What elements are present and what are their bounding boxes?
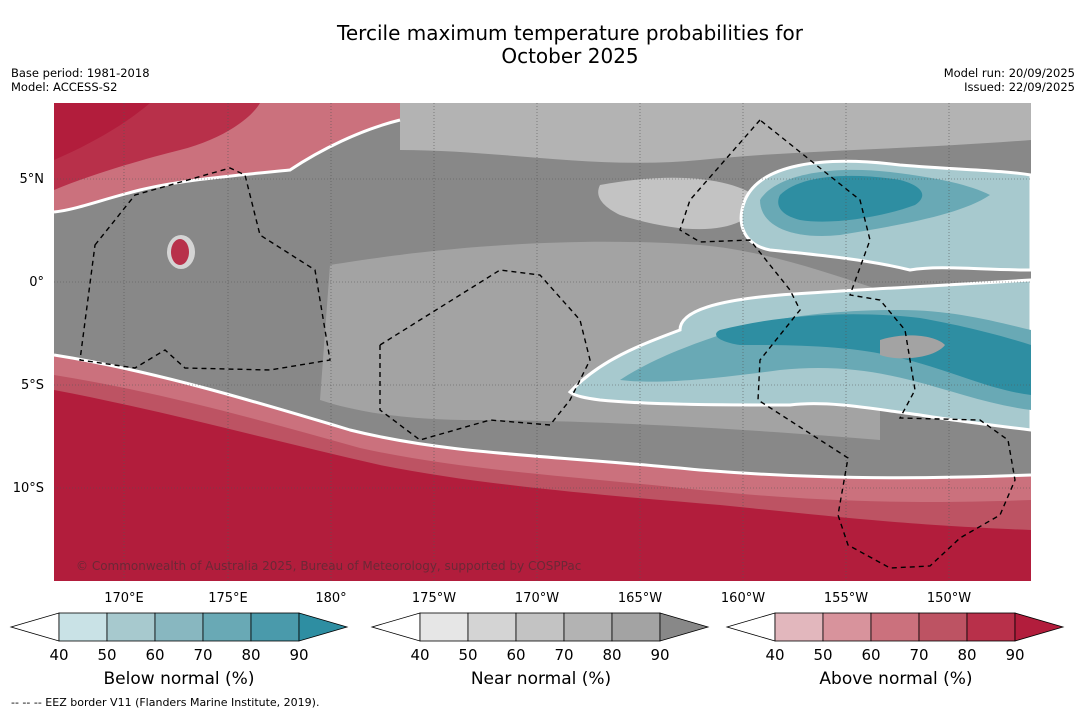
colorbar-tick-label: 90 bbox=[650, 646, 669, 664]
colorbar-extend-max bbox=[659, 612, 710, 642]
colorbar-tick-label: 90 bbox=[1005, 646, 1024, 664]
colorbar-tick-label: 40 bbox=[49, 646, 68, 664]
eez-footnote: -- -- -- EEZ border V11 (Flanders Marine… bbox=[11, 696, 320, 709]
colorbar-segment bbox=[250, 612, 300, 642]
model-name: Model: ACCESS-S2 bbox=[11, 80, 118, 94]
colorbar-title: Near normal (%) bbox=[471, 669, 611, 689]
gridlines bbox=[54, 103, 1031, 581]
latitude-labels: 5°N 0° 5°S 10°S bbox=[13, 172, 44, 496]
near-normal-pocket bbox=[880, 335, 945, 359]
lon-label: 155°W bbox=[824, 591, 868, 606]
above-normal-nw-core bbox=[54, 103, 150, 160]
below-normal-north-core bbox=[778, 175, 923, 222]
colorbar-tick-label: 50 bbox=[458, 646, 477, 664]
colorbar-tick-label: 80 bbox=[241, 646, 260, 664]
colorbar-tick-label: 40 bbox=[410, 646, 429, 664]
colorbar-tick-label: 70 bbox=[554, 646, 573, 664]
below-normal-south-core bbox=[716, 314, 1031, 395]
lon-label: 170°W bbox=[515, 591, 559, 606]
longitude-labels: 170°E 175°E 180° 175°W 170°W 165°W 160°W… bbox=[104, 591, 971, 606]
title-line-1: Tercile maximum temperature probabilitie… bbox=[337, 21, 803, 45]
colorbar-above-normal: Above normal (%) 40 50 60 70 80 90 bbox=[725, 612, 1065, 689]
chart-title: Tercile maximum temperature probabilitie… bbox=[0, 22, 1085, 68]
lat-label: 5°S bbox=[21, 378, 44, 393]
colorbar-tick-label: 60 bbox=[506, 646, 525, 664]
colorbar-tick-label: 70 bbox=[193, 646, 212, 664]
colorbar-segment bbox=[419, 612, 469, 642]
colorbar-tick-label: 80 bbox=[957, 646, 976, 664]
lon-label: 150°W bbox=[927, 591, 971, 606]
colorbar-title: Below normal (%) bbox=[104, 669, 255, 689]
above-normal-south-core bbox=[54, 390, 1031, 581]
colorbar-tick-label: 50 bbox=[813, 646, 832, 664]
colorbar-extend-min bbox=[725, 612, 776, 642]
colorbar-segment bbox=[563, 612, 613, 642]
colorbar-title: Above normal (%) bbox=[819, 669, 972, 689]
lon-label: 175°W bbox=[412, 591, 456, 606]
colorbar-segment bbox=[774, 612, 824, 642]
colorbar-tick-label: 70 bbox=[909, 646, 928, 664]
colorbar-segment bbox=[106, 612, 156, 642]
colorbar-tick-label: 60 bbox=[861, 646, 880, 664]
colorbar-tick-label: 40 bbox=[765, 646, 784, 664]
model-run: Model run: 20/09/2025 bbox=[943, 66, 1075, 80]
colorbar-segment bbox=[918, 612, 968, 642]
lon-label: 165°W bbox=[618, 591, 662, 606]
colorbar-segment bbox=[58, 612, 108, 642]
colorbar-extend-max bbox=[298, 612, 349, 642]
copyright-credit: © Commonwealth of Australia 2025, Bureau… bbox=[76, 559, 582, 573]
colorbar-segment bbox=[870, 612, 920, 642]
colorbar-extend-min bbox=[370, 612, 421, 642]
lat-label: 10°S bbox=[13, 481, 44, 496]
lon-label: 175°E bbox=[208, 591, 248, 606]
colorbar-segment bbox=[202, 612, 252, 642]
title-line-2: October 2025 bbox=[501, 44, 639, 68]
colorbar-tick-label: 50 bbox=[97, 646, 116, 664]
base-period: Base period: 1981-2018 bbox=[11, 66, 150, 80]
lon-label: 170°E bbox=[104, 591, 144, 606]
colorbar-tick-label: 80 bbox=[602, 646, 621, 664]
colorbar-extend-max bbox=[1014, 612, 1065, 642]
nw-contour bbox=[54, 118, 401, 214]
near-normal-north-band bbox=[400, 103, 1031, 163]
colorbar-segment bbox=[467, 612, 517, 642]
south-contour bbox=[54, 353, 1031, 480]
colorbar-segment bbox=[611, 612, 661, 642]
eez-borders bbox=[79, 119, 1016, 569]
colorbar-near-normal: Near normal (%) 40 50 60 70 80 90 bbox=[370, 612, 710, 689]
issued-date: Issued: 22/09/2025 bbox=[964, 80, 1075, 94]
map-field bbox=[54, 103, 1031, 581]
colorbar-below-normal: Below normal (%) 40 50 60 70 80 90 bbox=[9, 612, 349, 689]
colorbar-segment bbox=[515, 612, 565, 642]
lat-label: 5°N bbox=[20, 172, 45, 187]
lat-label: 0° bbox=[29, 275, 44, 290]
meta-right: Model run: 20/09/2025 Issued: 22/09/2025 bbox=[944, 66, 1075, 94]
warm-spot bbox=[171, 239, 189, 265]
colorbar-segment bbox=[966, 612, 1016, 642]
meta-left: Base period: 1981-2018 Model: ACCESS-S2 bbox=[11, 66, 150, 94]
colorbar-extend-min bbox=[9, 612, 60, 642]
lon-label: 160°W bbox=[721, 591, 765, 606]
colorbar-tick-label: 90 bbox=[289, 646, 308, 664]
lon-label: 180° bbox=[315, 591, 346, 606]
colorbar-segment bbox=[822, 612, 872, 642]
colorbar-segment bbox=[154, 612, 204, 642]
colorbar-tick-label: 60 bbox=[145, 646, 164, 664]
near-normal-lobe bbox=[598, 177, 760, 230]
